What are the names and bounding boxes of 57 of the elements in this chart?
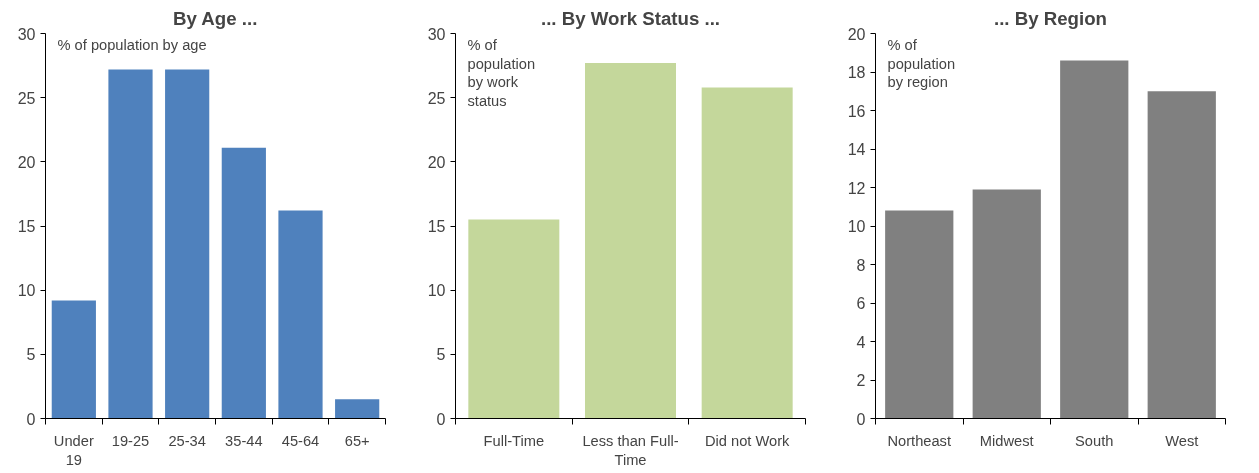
- x-tick-label: 35-44: [225, 432, 263, 449]
- bar: [108, 69, 153, 419]
- y-tick-label: 18: [847, 64, 866, 81]
- y-tick-label: 5: [26, 346, 36, 364]
- bar: [468, 219, 560, 419]
- bar: [51, 300, 96, 419]
- annotation: % of population by region: [887, 37, 956, 91]
- bar: [165, 69, 210, 419]
- y-tick-label: 4: [856, 333, 866, 351]
- x-tick-label: 65+: [344, 432, 370, 449]
- x-tick-label: Less than Full-Time: [582, 432, 679, 468]
- y-tick-label: 20: [17, 153, 36, 171]
- x-tick-label: Northeast: [887, 432, 952, 449]
- y-tick-label: 0: [436, 410, 446, 428]
- x-tick-label: Under 19: [53, 432, 94, 468]
- y-tick-label: 0: [856, 410, 866, 428]
- bar: [278, 210, 323, 419]
- y-tick-label: 10: [427, 282, 446, 300]
- x-tick-label: 25-34: [168, 432, 206, 449]
- chart-title: ... By Work Status ...: [541, 7, 721, 29]
- chart-title: By Age ...: [173, 7, 258, 29]
- bar: [701, 87, 793, 419]
- y-tick-label: 25: [427, 89, 446, 107]
- x-tick-label: Midwest: [979, 432, 1034, 449]
- y-tick-label: 30: [427, 25, 446, 43]
- annotation: % of population by work status: [467, 37, 536, 109]
- y-tick-label: 6: [856, 295, 866, 312]
- y-tick-label: 10: [847, 218, 866, 235]
- annotation: % of population by age: [57, 37, 207, 54]
- y-tick-label: 20: [847, 25, 866, 43]
- bar: [1147, 91, 1216, 419]
- y-tick-label: 25: [17, 89, 36, 107]
- y-tick-label: 16: [847, 102, 866, 120]
- bar: [335, 399, 380, 419]
- y-tick-label: 10: [17, 282, 36, 300]
- x-tick-label: Did not Work: [704, 432, 791, 449]
- bar: [1060, 60, 1129, 419]
- x-tick-label: South: [1075, 432, 1114, 449]
- bar: [885, 210, 954, 419]
- y-tick-label: 12: [847, 179, 866, 197]
- y-tick-label: 5: [436, 346, 446, 364]
- y-tick-label: 2: [856, 372, 866, 389]
- bar: [972, 189, 1041, 419]
- y-tick-label: 20: [427, 153, 446, 171]
- bar: [585, 63, 676, 419]
- y-tick-label: 8: [856, 256, 866, 274]
- y-tick-label: 14: [847, 141, 866, 158]
- x-tick-label: 45-64: [281, 432, 320, 449]
- x-tick-label: Full-Time: [483, 432, 545, 449]
- x-tick-label: 19-25: [111, 432, 150, 449]
- y-tick-label: 15: [427, 218, 446, 235]
- bar: [221, 147, 266, 419]
- x-tick-label: West: [1165, 432, 1199, 449]
- y-tick-label: 0: [26, 410, 36, 428]
- chart-title: ... By Region: [994, 7, 1108, 29]
- y-tick-label: 15: [17, 218, 36, 235]
- y-tick-label: 30: [17, 25, 36, 43]
